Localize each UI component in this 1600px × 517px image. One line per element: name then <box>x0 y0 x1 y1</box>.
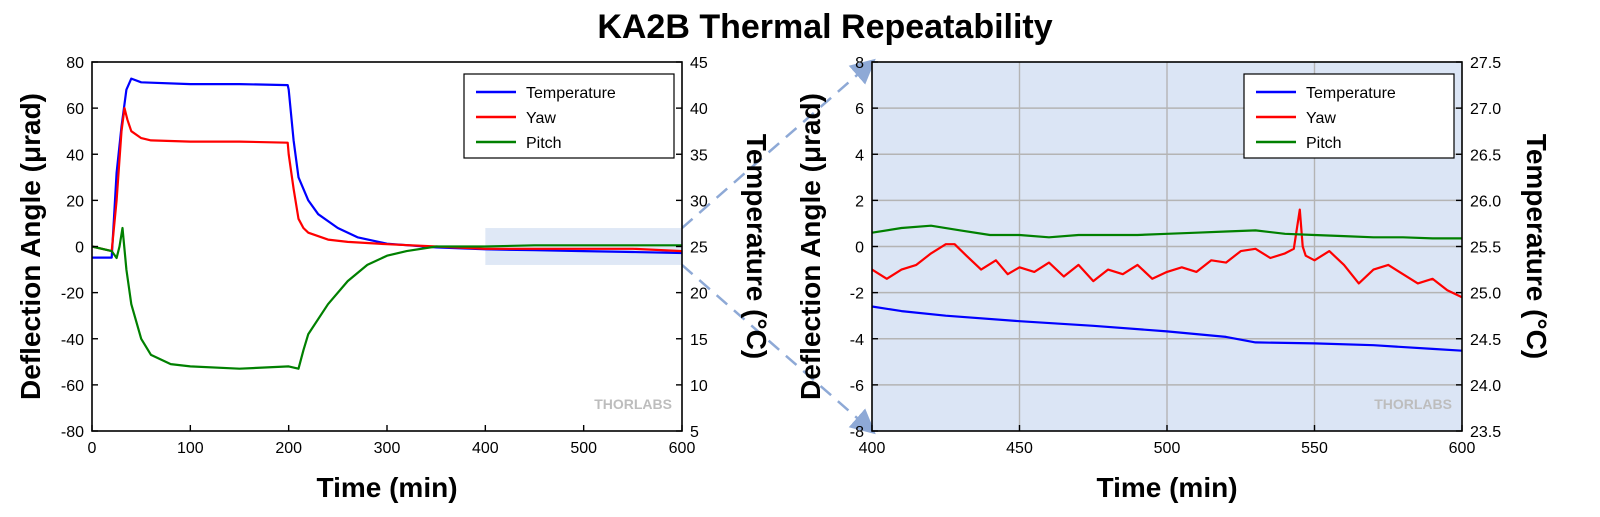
x-tick-label: 400 <box>472 440 499 457</box>
y2-tick-label: 27.0 <box>1470 101 1501 118</box>
y-tick-label: -60 <box>61 378 84 395</box>
x-tick-label: 550 <box>1301 440 1328 457</box>
y-tick-label: 40 <box>66 147 84 164</box>
y-tick-label: -40 <box>61 332 84 349</box>
zoom-connectors <box>681 58 876 435</box>
y2-tick-label: 40 <box>690 101 708 118</box>
overview-plot: 0 100 200 300 400 500 600 -80 -60 -40 -20 0 20 40 60 80… <box>15 55 772 503</box>
y-tick-label: -8 <box>850 424 864 441</box>
x-axis-label: Time (min) <box>316 472 457 503</box>
y2-tick-label: 20 <box>690 286 708 303</box>
x-axis-label: Time (min) <box>1096 472 1237 503</box>
x-tick-label: 100 <box>177 440 204 457</box>
y-tick-label: 80 <box>66 55 84 72</box>
y-tick-label: 4 <box>855 147 864 164</box>
y2-tick-label: 25.0 <box>1470 286 1501 303</box>
legend-label: Pitch <box>526 135 562 152</box>
y2-tick-label: 35 <box>690 147 708 164</box>
legend-label: Yaw <box>1306 110 1336 127</box>
y2-tick-label: 15 <box>690 332 708 349</box>
y-tick-label: 0 <box>855 240 864 257</box>
thorlabs-watermark: THORLABS <box>1374 396 1452 412</box>
legend-label: Temperature <box>526 85 616 102</box>
y-tick-label: -20 <box>61 286 84 303</box>
y-tick-label: 20 <box>66 193 84 210</box>
y2-tick-label: 30 <box>690 193 708 210</box>
y2-tick-label: 24.5 <box>1470 332 1501 349</box>
x-tick-label: 200 <box>275 440 302 457</box>
series-line-temperature <box>871 305 1463 352</box>
y-axis-label: Deflection Angle (μrad) <box>795 93 826 400</box>
y-tick-label: 60 <box>66 101 84 118</box>
zoom-connector-bottom <box>681 264 876 435</box>
y2-tick-label: 5 <box>690 424 699 441</box>
y-tick-label: 0 <box>75 240 84 257</box>
legend-box <box>463 73 675 159</box>
y2-axis-label: Temperature (°C) <box>741 134 772 359</box>
y-tick-label: -2 <box>850 286 864 303</box>
series-line-yaw <box>871 208 1463 299</box>
y-tick-label: 8 <box>855 55 864 72</box>
series-line-pitch <box>871 224 1462 240</box>
x-tick-label: 500 <box>1154 440 1181 457</box>
series-line-pitch <box>91 226 682 370</box>
y-tick-label: 6 <box>855 101 864 118</box>
y-axis-label: Deflection Angle (μrad) <box>15 93 46 400</box>
series-line-yaw <box>91 106 683 253</box>
y2-tick-label: 26.5 <box>1470 147 1501 164</box>
chart-title: KA2B Thermal Repeatability <box>597 8 1052 46</box>
x-tick-label: 500 <box>570 440 597 457</box>
y2-tick-label: 25.5 <box>1470 240 1501 257</box>
legend-label: Yaw <box>526 110 556 127</box>
legend-label: Temperature <box>1306 85 1396 102</box>
zoom-plot: 400 450 500 550 600 -8 -6 -4 -2 0 2 4 6 8 23.5 24.0 24.5… <box>795 55 1552 503</box>
y2-tick-label: 25 <box>690 240 708 257</box>
y2-tick-label: 23.5 <box>1470 424 1501 441</box>
legend-label: Pitch <box>1306 135 1342 152</box>
y2-tick-label: 45 <box>690 55 708 72</box>
y2-tick-label: 10 <box>690 378 708 395</box>
y-tick-label: 2 <box>855 193 864 210</box>
y2-tick-label: 24.0 <box>1470 378 1501 395</box>
x-tick-label: 600 <box>669 440 696 457</box>
x-tick-label: 450 <box>1006 440 1033 457</box>
zoom-connector-top <box>681 58 876 229</box>
thorlabs-watermark: THORLABS <box>594 396 672 412</box>
x-tick-label: 0 <box>88 440 97 457</box>
y-tick-label: -4 <box>850 332 864 349</box>
x-tick-label: 400 <box>859 440 886 457</box>
y-tick-label: -6 <box>850 378 864 395</box>
x-tick-label: 300 <box>374 440 401 457</box>
y2-tick-label: 26.0 <box>1470 193 1501 210</box>
y-tick-label: -80 <box>61 424 84 441</box>
y2-axis-label: Temperature (°C) <box>1521 134 1552 359</box>
x-tick-label: 600 <box>1449 440 1476 457</box>
y2-tick-label: 27.5 <box>1470 55 1501 72</box>
